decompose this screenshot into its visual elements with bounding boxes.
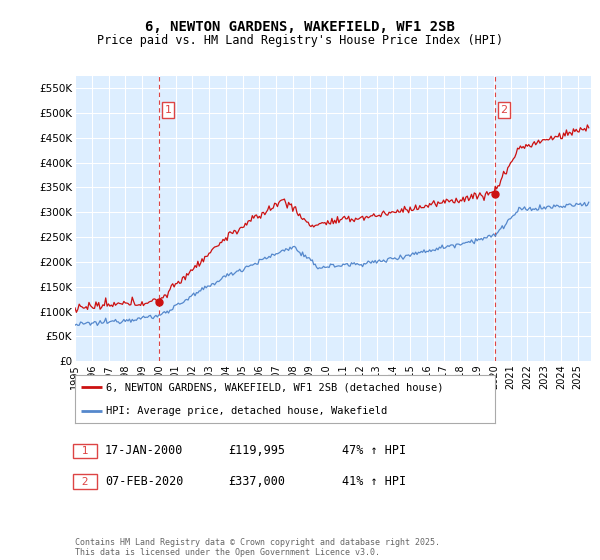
Text: 41% ↑ HPI: 41% ↑ HPI [342,475,406,488]
Text: 07-FEB-2020: 07-FEB-2020 [105,475,184,488]
Text: £119,995: £119,995 [228,444,285,458]
Text: Contains HM Land Registry data © Crown copyright and database right 2025.
This d: Contains HM Land Registry data © Crown c… [75,538,440,557]
Text: £337,000: £337,000 [228,475,285,488]
Text: 47% ↑ HPI: 47% ↑ HPI [342,444,406,458]
Text: 1: 1 [75,446,95,456]
Text: 6, NEWTON GARDENS, WAKEFIELD, WF1 2SB: 6, NEWTON GARDENS, WAKEFIELD, WF1 2SB [145,20,455,34]
Text: 6, NEWTON GARDENS, WAKEFIELD, WF1 2SB (detached house): 6, NEWTON GARDENS, WAKEFIELD, WF1 2SB (d… [107,382,444,392]
Text: 2: 2 [75,477,95,487]
Text: 17-JAN-2000: 17-JAN-2000 [105,444,184,458]
Text: Price paid vs. HM Land Registry's House Price Index (HPI): Price paid vs. HM Land Registry's House … [97,34,503,46]
Text: HPI: Average price, detached house, Wakefield: HPI: Average price, detached house, Wake… [107,406,388,416]
Text: 2: 2 [500,105,508,115]
Text: 1: 1 [164,105,172,115]
